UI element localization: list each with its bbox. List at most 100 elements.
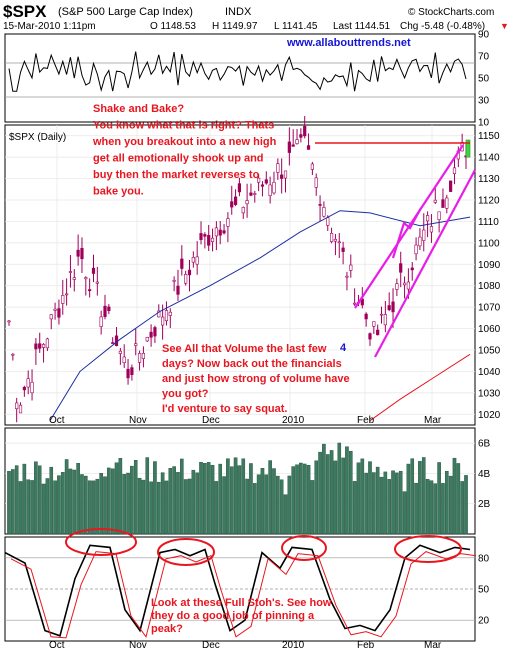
volume-bar xyxy=(241,458,246,535)
volume-bar xyxy=(168,468,173,535)
price-candle xyxy=(429,226,434,233)
volume-bar xyxy=(206,462,211,535)
price-candle xyxy=(237,183,242,193)
price-candle xyxy=(260,184,265,187)
price-candle xyxy=(233,196,238,205)
volume-bar xyxy=(57,475,61,535)
volume-bar xyxy=(68,468,73,535)
price-candle xyxy=(149,331,153,338)
rsi-tick-label: 50 xyxy=(478,74,490,85)
price-candle xyxy=(425,215,430,222)
symbol-name: (S&P 500 Large Cap Index) xyxy=(58,6,193,18)
volume-bar xyxy=(87,480,92,535)
volume-bar xyxy=(7,470,11,535)
volume-bar xyxy=(279,479,284,535)
month-label-bottom: Dec xyxy=(202,640,220,651)
price-candle xyxy=(57,308,61,318)
volume-bar xyxy=(45,478,50,535)
volume-bar xyxy=(441,483,445,535)
price-candle xyxy=(314,177,318,188)
price-panel-label: $SPX (Daily) xyxy=(9,132,66,143)
price-candle xyxy=(157,310,161,318)
volume-bar xyxy=(60,472,65,535)
website-label[interactable]: www.allabouttrends.net xyxy=(286,37,411,49)
volume-bar xyxy=(252,483,257,535)
volume-bar xyxy=(333,460,338,535)
annotation-line: they do a good job of pinning a xyxy=(151,610,315,622)
symbol-title: $SPX xyxy=(3,2,47,21)
price-tick-label: 1120 xyxy=(478,196,500,207)
price-candle xyxy=(253,193,257,195)
price-candle xyxy=(199,233,203,240)
price-tick-label: 1150 xyxy=(478,131,500,142)
volume-bar xyxy=(448,475,453,535)
price-candle xyxy=(18,404,23,414)
volume-bar xyxy=(160,472,165,535)
annotation-line: Look at these Full Stoh's. See how xyxy=(151,597,332,609)
price-candle xyxy=(137,353,142,363)
moving-average-long xyxy=(369,353,471,422)
volume-bar xyxy=(26,479,31,535)
rsi-line xyxy=(8,51,467,92)
month-label-price: Nov xyxy=(129,415,147,426)
rsi-tick-label: 70 xyxy=(478,52,490,63)
price-candle xyxy=(376,329,380,336)
month-label-bottom: Feb xyxy=(357,640,375,651)
volume-bar xyxy=(318,451,322,535)
price-candle xyxy=(280,174,284,179)
volume-bar xyxy=(410,458,415,535)
price-tick-label: 1040 xyxy=(478,367,501,378)
annotation-line: get all emotionally shook up and xyxy=(93,153,264,165)
annotation-line: See All that Volume the last few xyxy=(162,343,327,355)
volume-bar xyxy=(237,465,242,535)
price-candle xyxy=(299,134,303,138)
volume-bar xyxy=(272,468,276,535)
volume-bar xyxy=(172,466,176,535)
volume-bar xyxy=(95,478,100,535)
volume-bar xyxy=(276,475,280,535)
price-candle xyxy=(80,247,84,260)
open-value: O 1148.53 xyxy=(150,21,196,32)
price-candle xyxy=(99,316,103,327)
volume-bar xyxy=(325,454,330,535)
volume-bar xyxy=(233,457,238,535)
volume-bar xyxy=(372,472,376,535)
price-candle xyxy=(122,356,126,363)
price-tick-label: 1070 xyxy=(478,303,501,314)
volume-bar xyxy=(118,458,123,535)
price-candle xyxy=(111,342,115,344)
stochastic-tick-label: 50 xyxy=(478,585,490,596)
price-candle xyxy=(38,343,42,349)
price-candle xyxy=(76,249,80,257)
volume-tick-label: 4B xyxy=(478,469,491,480)
peak-circles xyxy=(65,528,462,566)
price-tick-label: 1050 xyxy=(478,346,501,357)
volume-bar xyxy=(229,466,234,535)
volume-bar xyxy=(464,475,468,535)
price-candle xyxy=(230,201,234,208)
volume-bar xyxy=(249,463,253,535)
price-candle xyxy=(322,207,326,217)
volume-bar xyxy=(383,471,388,535)
price-candle xyxy=(22,386,26,391)
price-candle xyxy=(203,234,207,237)
price-candle xyxy=(360,298,364,306)
volume-bar xyxy=(306,464,311,535)
volume-bar xyxy=(291,466,295,535)
volume-bar xyxy=(287,475,292,535)
rsi-panel: www.allabouttrends.net 90 70 50 30 10 xyxy=(4,30,490,129)
shake-and-bake-note: Shake and Bake? You know what that is rig… xyxy=(92,103,277,198)
price-candle xyxy=(399,263,403,273)
volume-bar xyxy=(34,461,38,535)
price-candle xyxy=(349,264,353,271)
month-label-price: Mar xyxy=(424,415,442,426)
price-candle xyxy=(245,200,249,205)
volume-bar xyxy=(329,450,334,535)
price-candle xyxy=(26,378,30,388)
price-candle xyxy=(283,170,288,179)
price-candle xyxy=(272,182,276,194)
volume-bar xyxy=(360,458,365,535)
volume-bar xyxy=(176,472,180,535)
price-candle xyxy=(95,281,99,284)
